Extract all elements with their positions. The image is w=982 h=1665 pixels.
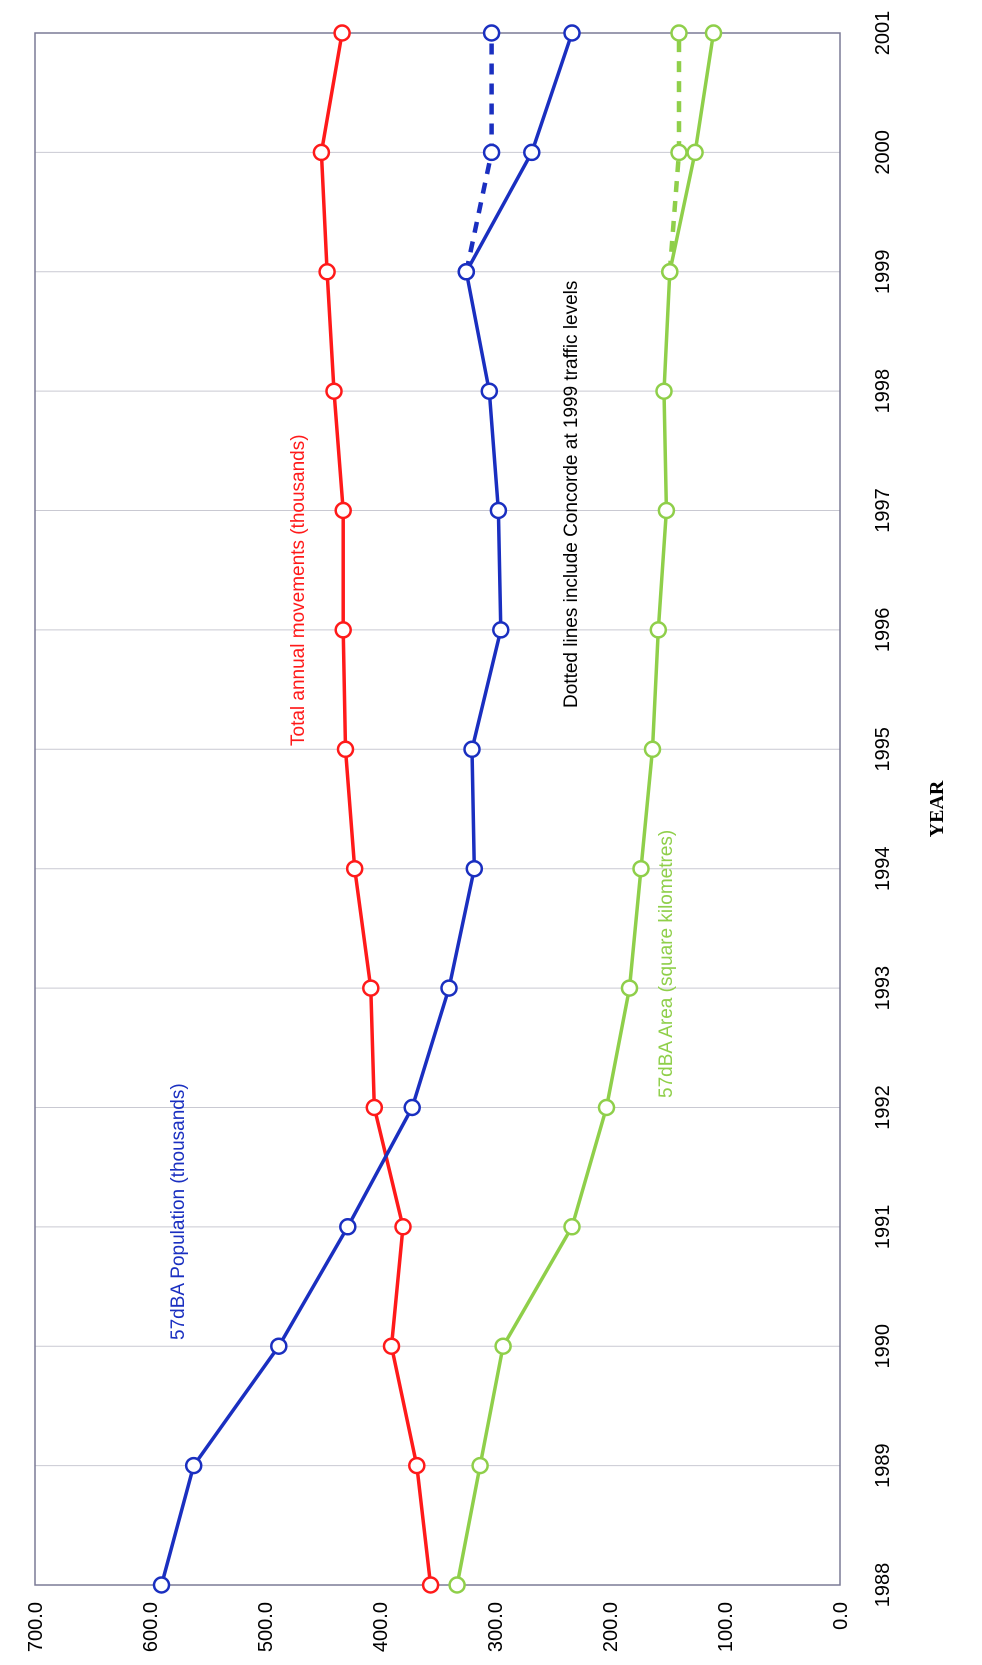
data-point xyxy=(704,24,723,42)
data-point xyxy=(440,979,458,997)
data-point xyxy=(632,859,650,878)
data-point xyxy=(312,143,331,162)
y-tick-label: 500.0 xyxy=(255,1602,277,1652)
series-layer xyxy=(152,24,723,1594)
data-point xyxy=(382,1337,401,1355)
data-point xyxy=(339,1218,357,1236)
data-point xyxy=(448,1576,466,1594)
area-series-label: 57dBA Area (square kilometres) xyxy=(656,830,677,1098)
tick-labels: 1988 1989 1990 1991 1992 1993 1994 1995 1996 1997… xyxy=(25,11,894,1652)
data-point xyxy=(670,24,688,42)
y-tick-label: 400.0 xyxy=(370,1602,392,1652)
data-point xyxy=(325,382,343,400)
series-0 xyxy=(312,24,440,1594)
data-point xyxy=(334,621,352,639)
data-point xyxy=(670,143,688,162)
data-point xyxy=(482,143,501,162)
y-tick-label: 100.0 xyxy=(715,1602,737,1652)
x-tick-label: 1989 xyxy=(872,1443,894,1488)
data-point xyxy=(184,1456,203,1475)
x-tick-label: 1995 xyxy=(872,727,894,772)
data-point xyxy=(620,979,639,997)
data-point xyxy=(365,1098,384,1117)
data-point xyxy=(661,263,679,281)
series-dotted-4 xyxy=(661,24,688,281)
data-point xyxy=(597,1098,616,1117)
x-tick-label: 1988 xyxy=(872,1563,894,1608)
x-tick-label: 1990 xyxy=(872,1324,894,1369)
y-tick-label: 300.0 xyxy=(485,1602,507,1652)
y-tick-label: 0.0 xyxy=(830,1602,852,1630)
x-tick-label: 1996 xyxy=(872,608,894,653)
data-point xyxy=(563,24,581,42)
data-point xyxy=(318,263,336,281)
series-1 xyxy=(152,24,581,1594)
x-tick-label: 1991 xyxy=(872,1205,894,1250)
x-tick-label: 1998 xyxy=(872,369,894,414)
data-point xyxy=(394,1218,412,1236)
data-point xyxy=(482,24,501,42)
data-point xyxy=(457,263,476,281)
y-tick-label: 200.0 xyxy=(600,1602,622,1652)
x-tick-label: 2001 xyxy=(872,11,894,56)
series-line xyxy=(159,32,574,1586)
x-tick-label: 1997 xyxy=(872,488,894,533)
x-axis-title: YEAR xyxy=(926,780,948,837)
data-point xyxy=(403,1098,421,1117)
data-point xyxy=(649,621,668,639)
data-point xyxy=(336,740,355,759)
series-dotted-3 xyxy=(457,24,501,281)
population-series-label: 57dBA Population (thousands) xyxy=(168,1083,189,1340)
data-point xyxy=(333,24,351,42)
data-point xyxy=(492,621,510,639)
data-point xyxy=(563,1218,581,1236)
data-point xyxy=(270,1337,288,1355)
data-point xyxy=(408,1456,426,1475)
series-line xyxy=(455,32,716,1586)
data-point xyxy=(421,1576,440,1594)
x-tick-label: 1999 xyxy=(872,250,894,295)
series-line xyxy=(319,32,433,1586)
y-tick-label: 700.0 xyxy=(25,1602,47,1652)
x-tick-label: 1994 xyxy=(872,846,894,891)
data-point xyxy=(494,1337,512,1355)
data-point xyxy=(362,979,380,997)
dotted-lines-note: Dotted lines include Concorde at 1999 tr… xyxy=(561,281,582,708)
data-point xyxy=(152,1576,171,1594)
data-point xyxy=(643,740,662,759)
movements-series-label: Total annual movements (thousands) xyxy=(288,434,309,746)
data-point xyxy=(489,501,508,520)
data-point xyxy=(686,143,704,162)
x-tick-label: 1993 xyxy=(872,966,894,1011)
data-point xyxy=(657,501,676,520)
x-tick-label: 1992 xyxy=(872,1085,894,1130)
data-point xyxy=(465,859,484,878)
y-tick-label: 600.0 xyxy=(140,1602,162,1652)
data-point xyxy=(480,382,499,400)
data-point xyxy=(463,740,481,759)
x-tick-label: 2000 xyxy=(872,130,894,175)
data-point xyxy=(471,1456,489,1475)
data-point xyxy=(345,859,364,878)
data-point xyxy=(655,382,673,400)
data-point xyxy=(334,501,352,520)
data-point xyxy=(523,143,541,162)
